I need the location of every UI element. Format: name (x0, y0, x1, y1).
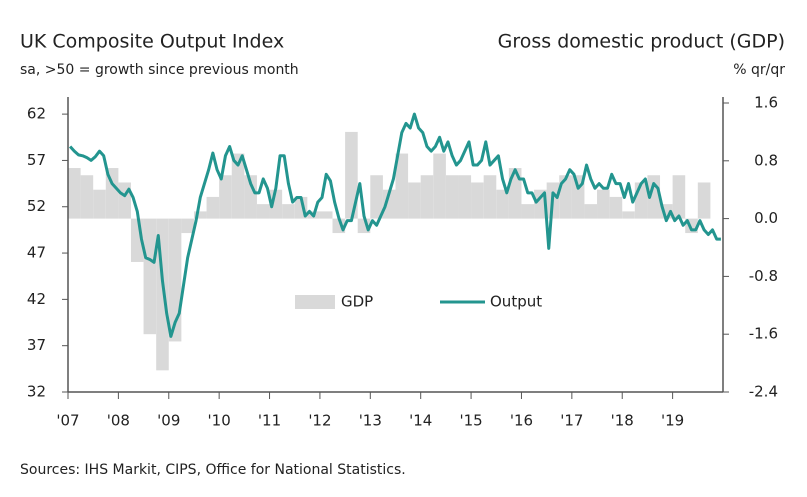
gdp-bar (697, 182, 711, 219)
gdp-bar (105, 168, 119, 219)
gdp-bar (672, 175, 686, 219)
y2-tick-label: 0.0 (754, 209, 778, 227)
x-tick-label: '10 (208, 412, 231, 430)
y-tick-label: 52 (27, 197, 46, 215)
gdp-bar (609, 196, 623, 219)
legend-label: GDP (341, 293, 373, 311)
gdp-bar (219, 175, 232, 219)
y-tick-label: 32 (27, 383, 46, 401)
y2-subtitle: % qr/qr (733, 62, 785, 78)
x-tick-label: '15 (459, 412, 482, 430)
gdp-bar (559, 175, 572, 219)
y-tick-label: 57 (27, 151, 46, 169)
x-tick-label: '07 (56, 412, 79, 430)
legend-swatch (295, 295, 335, 309)
gdp-bar (395, 153, 409, 219)
y2-title: Gross domestic product (GDP) (498, 31, 785, 53)
gdp-bar (193, 211, 207, 219)
y2-tick-label: -2.4 (749, 383, 778, 401)
gdp-bar (408, 182, 421, 219)
y-tick-label: 47 (27, 244, 46, 262)
x-tick-label: '19 (661, 412, 684, 430)
legend-label: Output (490, 293, 542, 311)
gdp-bar (471, 182, 484, 219)
gdp-bar (458, 175, 472, 219)
y2-tick-label: -0.8 (749, 267, 778, 285)
output-line (68, 112, 721, 338)
gdp-bar (508, 168, 522, 219)
gdp-bar (282, 204, 295, 219)
x-tick-label: '08 (107, 412, 130, 430)
y-tick-label: 42 (27, 290, 46, 308)
gdp-bar (143, 218, 157, 335)
gdp-bar (483, 175, 497, 219)
x-tick-label: '16 (510, 412, 533, 430)
chart-title: UK Composite Output Index (20, 31, 284, 53)
gdp-bar (521, 204, 535, 219)
gdp-bar (622, 211, 635, 219)
y2-tick-label: 0.8 (754, 151, 778, 169)
gdp-bar (206, 196, 220, 219)
gdp-bar (445, 175, 459, 219)
gdp-bar (382, 189, 396, 219)
gdp-bar (420, 175, 434, 219)
gdp-bar (319, 211, 333, 219)
y2-tick-label: 1.6 (754, 94, 778, 112)
gdp-bar (370, 175, 383, 219)
x-tick-label: '12 (308, 412, 331, 430)
source-note: Sources: IHS Markit, CIPS, Office for Na… (20, 462, 406, 478)
x-tick-label: '14 (409, 412, 432, 430)
x-tick-label: '17 (560, 412, 583, 430)
gdp-bar (231, 153, 245, 219)
y2-tick-label: -1.6 (749, 325, 778, 343)
chart-subtitle: sa, >50 = growth since previous month (20, 62, 299, 78)
gdp-bar (93, 189, 106, 219)
gdp-bar (80, 175, 94, 219)
gdp-bar (256, 204, 270, 219)
gdp-bar (496, 189, 509, 219)
gdp-bar (433, 153, 446, 219)
gdp-bar (181, 218, 194, 234)
x-tick-label: '18 (611, 412, 634, 430)
gdp-bar (634, 182, 648, 219)
gdp-bar (68, 168, 81, 219)
x-tick-label: '09 (157, 412, 180, 430)
y-tick-label: 37 (27, 336, 46, 354)
y-tick-label: 62 (27, 105, 46, 123)
x-tick-label: '11 (258, 412, 281, 430)
gdp-bar (584, 204, 598, 219)
gdp-bar (244, 175, 257, 219)
gdp-bar (597, 189, 610, 219)
gdp-bar (345, 131, 358, 219)
x-tick-label: '13 (359, 412, 382, 430)
